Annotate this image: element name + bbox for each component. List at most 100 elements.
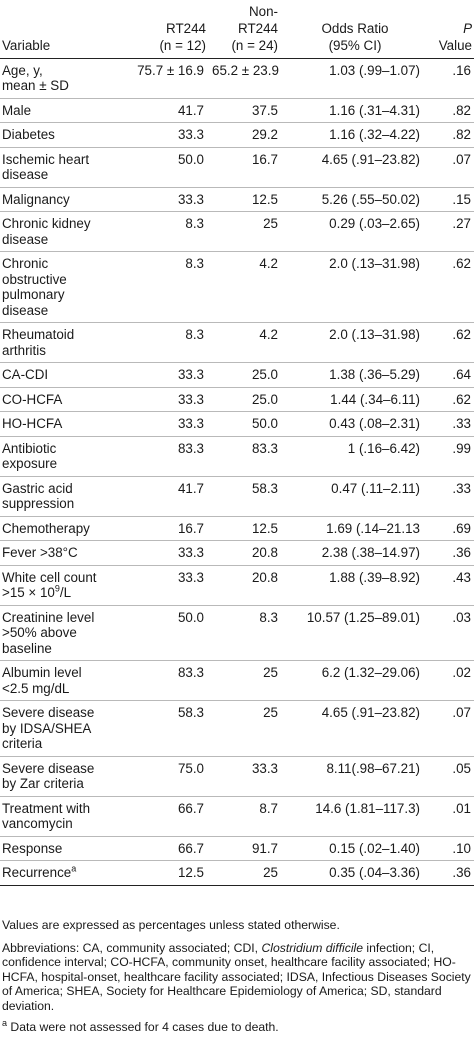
- cell-odds-ratio: 1.16 (.32–4.22): [280, 122, 430, 148]
- table-row: White cell count >15 × 109/L 33.3 20.8 1.88 …: [0, 565, 474, 606]
- table-row: Chronic kidney disease 8.3 25 0.29 (.03–2.65…: [0, 211, 474, 252]
- cell-odds-ratio: 1.88 (.39–8.92): [280, 565, 430, 606]
- cell-non-rt244: 25: [208, 860, 280, 886]
- cell-rt244: 33.3: [128, 122, 208, 148]
- table-row: Malignancy 33.3 12.5 5.26 (.55–50.02) .15: [0, 187, 474, 212]
- cell-odds-ratio: 8.11(.98–67.21): [280, 756, 430, 797]
- cell-non-rt244: 83.3: [208, 436, 280, 477]
- cell-p-value: .82: [430, 122, 474, 148]
- cell-non-rt244: 25.0: [208, 387, 280, 412]
- cell-non-rt244: 8.7: [208, 796, 280, 837]
- cell-variable: Diabetes: [0, 122, 128, 148]
- cell-variable: Rheumatoid arthritis: [0, 322, 128, 363]
- table-row: Diabetes 33.3 29.2 1.16 (.32–4.22) .82: [0, 122, 474, 148]
- cell-p-value: .64: [430, 362, 474, 388]
- cell-rt244: 50.0: [128, 147, 208, 188]
- cell-variable: Chronic obstructive pulmonary disease: [0, 251, 128, 323]
- cell-rt244: 66.7: [128, 796, 208, 837]
- cell-rt244: 75.0: [128, 756, 208, 797]
- cell-variable: Age, y, mean ± SD: [0, 58, 128, 99]
- cell-odds-ratio: 1.38 (.36–5.29): [280, 362, 430, 388]
- cell-rt244: 8.3: [128, 251, 208, 323]
- cell-rt244: 58.3: [128, 700, 208, 757]
- table-row: CO-HCFA 33.3 25.0 1.44 (.34–6.11) .62: [0, 387, 474, 412]
- cell-non-rt244: 12.5: [208, 187, 280, 212]
- note-footnote: a Data were not assessed for 4 cases due…: [2, 1017, 279, 1034]
- cell-odds-ratio: 6.2 (1.32–29.06): [280, 660, 430, 701]
- comparison-table: Variable RT244 (n = 12) Non- RT244 (n = …: [0, 0, 474, 886]
- cell-non-rt244: 25: [208, 660, 280, 701]
- cell-odds-ratio: 4.65 (.91–23.82): [280, 147, 430, 188]
- cell-variable: Chronic kidney disease: [0, 211, 128, 252]
- table-row: Severe disease by Zar criteria 75.0 33.3 8.1…: [0, 756, 474, 797]
- cell-non-rt244: 4.2: [208, 251, 280, 323]
- table-header: Variable RT244 (n = 12) Non- RT244 (n = …: [0, 0, 474, 59]
- table-row: Antibiotic exposure 83.3 83.3 1 (.16–6.42) .9…: [0, 436, 474, 477]
- cell-p-value: .69: [430, 516, 474, 541]
- cell-p-value: .07: [430, 700, 474, 757]
- cell-odds-ratio: 1 (.16–6.42): [280, 436, 430, 477]
- table-row: Gastric acid suppression 41.7 58.3 0.47 (.11…: [0, 476, 474, 517]
- header-rt244: RT244 (n = 12): [128, 0, 208, 59]
- cell-odds-ratio: 10.57 (1.25–89.01): [280, 605, 430, 661]
- cell-odds-ratio: 0.43 (.08–2.31): [280, 411, 430, 437]
- cell-variable: Fever >38°C: [0, 540, 128, 566]
- cell-rt244: 12.5: [128, 860, 208, 886]
- cell-variable: Treatment with vancomycin: [0, 796, 128, 837]
- cell-odds-ratio: 0.35 (.04–3.36): [280, 860, 430, 886]
- cell-non-rt244: 12.5: [208, 516, 280, 541]
- cell-odds-ratio: 5.26 (.55–50.02): [280, 187, 430, 212]
- cell-variable: Response: [0, 836, 128, 861]
- cell-odds-ratio: 0.15 (.02–1.40): [280, 836, 430, 861]
- cell-odds-ratio: 14.6 (1.81–117.3): [280, 796, 430, 837]
- cell-non-rt244: 50.0: [208, 411, 280, 437]
- header-variable: Variable: [0, 0, 128, 59]
- cell-p-value: .62: [430, 251, 474, 323]
- table-row: Severe disease by IDSA/SHEA criteria 58.3 25…: [0, 700, 474, 757]
- cell-odds-ratio: 1.44 (.34–6.11): [280, 387, 430, 412]
- cell-non-rt244: 37.5: [208, 98, 280, 123]
- cell-rt244: 66.7: [128, 836, 208, 861]
- cell-variable: Male: [0, 98, 128, 123]
- table-row: Treatment with vancomycin 66.7 8.7 14.6 (1.8…: [0, 796, 474, 837]
- table-row: Male 41.7 37.5 1.16 (.31–4.31) .82: [0, 98, 474, 123]
- cell-variable: Malignancy: [0, 187, 128, 212]
- cell-rt244: 83.3: [128, 436, 208, 477]
- table-row: Age, y, mean ± SD 75.7 ± 16.9 65.2 ± 23.9 1.…: [0, 58, 474, 99]
- cell-rt244: 33.3: [128, 362, 208, 388]
- cell-variable: Recurrencea: [0, 860, 128, 886]
- table-row: Fever >38°C 33.3 20.8 2.38 (.38–14.97) .36: [0, 540, 474, 566]
- cell-non-rt244: 33.3: [208, 756, 280, 797]
- cell-p-value: .33: [430, 411, 474, 437]
- cell-odds-ratio: 1.16 (.31–4.31): [280, 98, 430, 123]
- cell-p-value: .07: [430, 147, 474, 188]
- table-row: Chronic obstructive pulmonary disease 8.3 4.2…: [0, 251, 474, 323]
- table-row: Chemotherapy 16.7 12.5 1.69 (.14–21.13.69: [0, 516, 474, 541]
- cell-p-value: .62: [430, 322, 474, 363]
- cell-odds-ratio: 1.03 (.99–1.07): [280, 58, 430, 99]
- cell-rt244: 33.3: [128, 565, 208, 606]
- cell-non-rt244: 91.7: [208, 836, 280, 861]
- table-body: Age, y, mean ± SD 75.7 ± 16.9 65.2 ± 23.9 1.…: [0, 58, 474, 886]
- table-row: Recurrencea 12.5 25 0.35 (.04–3.36) .36: [0, 860, 474, 886]
- cell-variable: White cell count >15 × 109/L: [0, 565, 128, 606]
- cell-p-value: .03: [430, 605, 474, 661]
- cell-p-value: .02: [430, 660, 474, 701]
- cell-non-rt244: 8.3: [208, 605, 280, 661]
- cell-odds-ratio: 2.0 (.13–31.98): [280, 322, 430, 363]
- cell-non-rt244: 4.2: [208, 322, 280, 363]
- cell-odds-ratio: 2.0 (.13–31.98): [280, 251, 430, 323]
- cell-p-value: .05: [430, 756, 474, 797]
- cell-p-value: .99: [430, 436, 474, 477]
- table-row: Response 66.7 91.7 0.15 (.02–1.40) .10: [0, 836, 474, 861]
- cell-non-rt244: 25: [208, 211, 280, 252]
- cell-rt244: 83.3: [128, 660, 208, 701]
- cell-p-value: .15: [430, 187, 474, 212]
- cell-p-value: .16: [430, 58, 474, 99]
- cell-non-rt244: 58.3: [208, 476, 280, 517]
- cell-non-rt244: 16.7: [208, 147, 280, 188]
- table-row: Albumin level <2.5 mg/dL 83.3 25 6.2 (1.32–2…: [0, 660, 474, 701]
- cell-odds-ratio: 1.69 (.14–21.13: [280, 516, 430, 541]
- cell-non-rt244: 25: [208, 700, 280, 757]
